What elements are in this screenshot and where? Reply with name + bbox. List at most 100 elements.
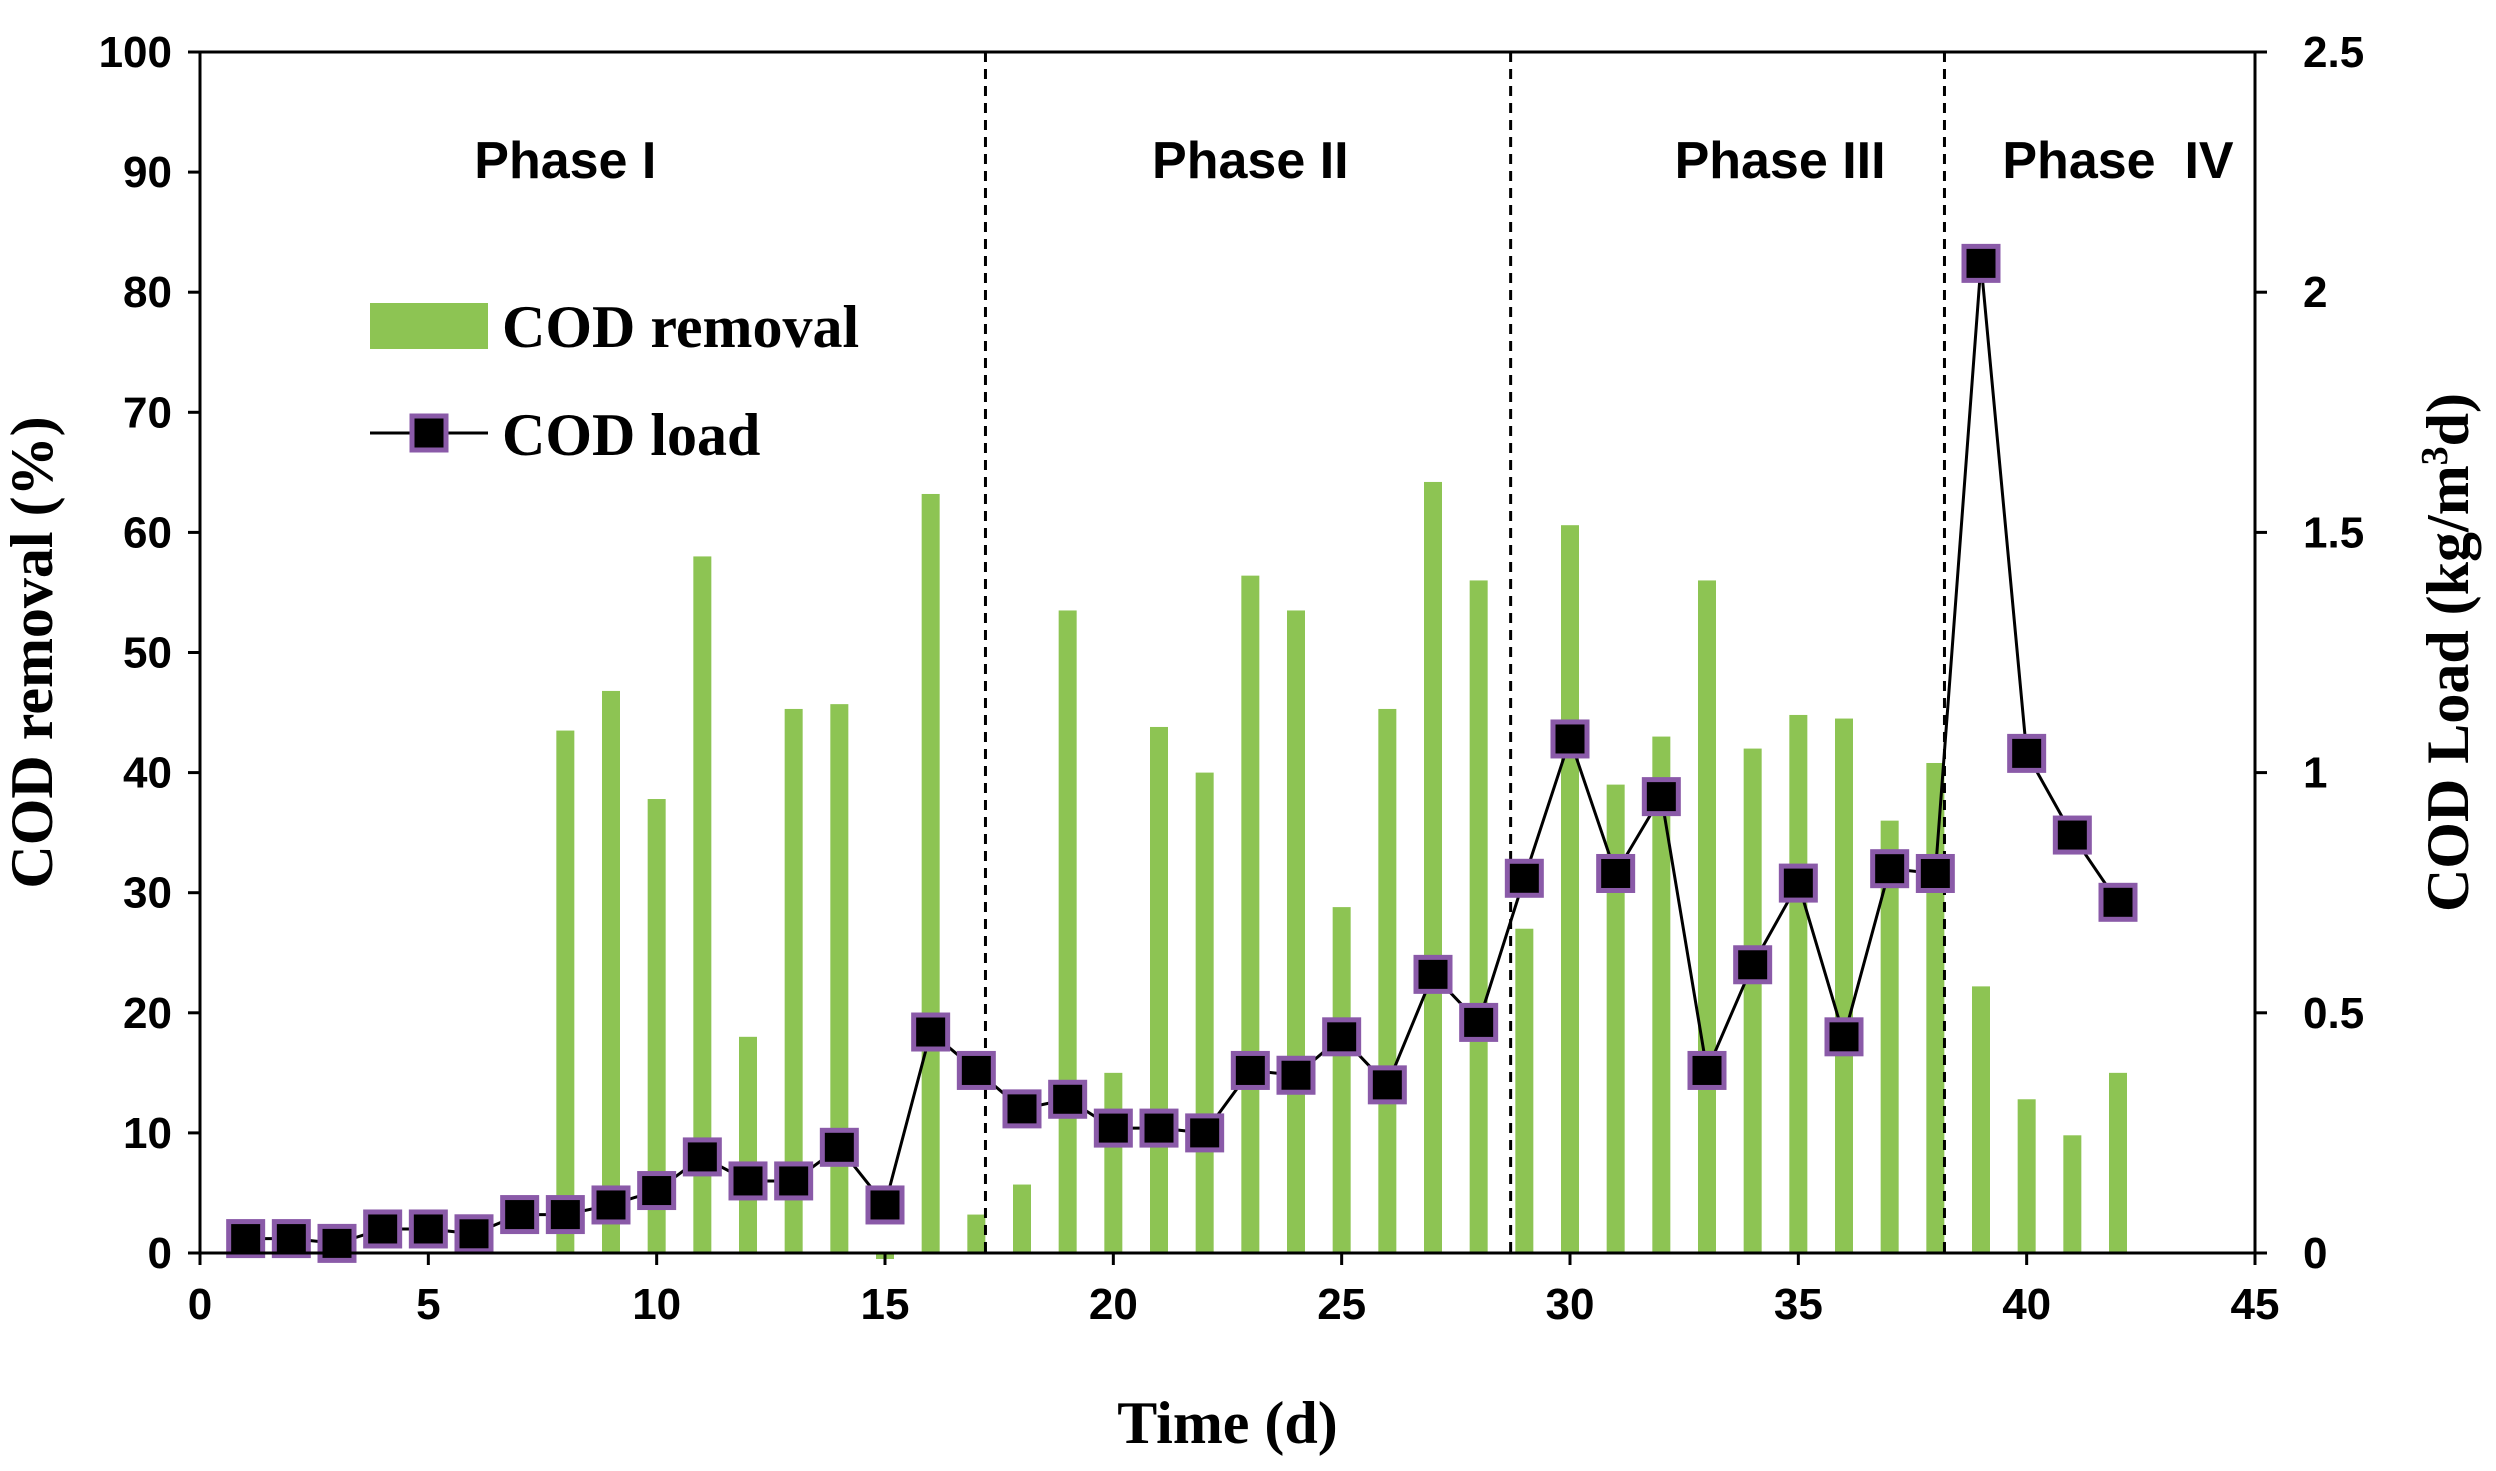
marker-cod-load-day-4 (363, 1209, 403, 1249)
phase-lines-layer (983, 52, 1946, 1253)
bar-cod-removal-day-12 (739, 1036, 757, 1253)
legend-label-cod-removal: COD removal (502, 294, 859, 360)
phase-labels-layer: Phase I Phase II Phase III Phase IV (474, 132, 2234, 190)
y-left-tick-label-70: 70 (123, 388, 172, 437)
y-right-tick-label-1-5: 1.5 (2303, 508, 2364, 557)
legend-swatch-cod-removal (370, 303, 488, 349)
marker-cod-load-day-28 (1459, 1002, 1499, 1042)
x-tick-label-30: 30 (1546, 1280, 1595, 1329)
marker-cod-load-day-1 (226, 1219, 266, 1259)
marker-cod-load-day-7 (500, 1195, 540, 1235)
x-tick-label-15: 15 (861, 1280, 910, 1329)
marker-cod-load-day-27 (1413, 954, 1453, 994)
bar-cod-removal-day-9 (602, 690, 620, 1253)
y-left-tick-label-90: 90 (123, 148, 172, 197)
y-left-tick-label-10: 10 (123, 1109, 172, 1158)
marker-cod-load-day-25 (1322, 1017, 1362, 1057)
marker-cod-load-day-41 (2052, 815, 2092, 855)
bar-cod-removal-day-19 (1058, 610, 1077, 1253)
x-tick-label-10: 10 (632, 1280, 681, 1329)
y-left-tick-label-40: 40 (123, 749, 172, 798)
marker-cod-load-day-2 (271, 1219, 311, 1259)
y-left-tick-label-0: 0 (148, 1229, 172, 1278)
marker-cod-load-day-16 (911, 1012, 951, 1052)
phase-label-2: Phase II (1152, 132, 1349, 190)
marker-cod-load-day-26 (1367, 1065, 1407, 1105)
y-left-tick-label-20: 20 (123, 989, 172, 1038)
legend: COD removal COD load (370, 294, 859, 468)
y-right-tick-label-2: 2 (2303, 268, 2327, 317)
x-tick-label-0: 0 (188, 1280, 212, 1329)
marker-cod-load-day-17 (956, 1050, 996, 1090)
y-right-tick-label-0: 0 (2303, 1229, 2327, 1278)
marker-cod-load-day-30 (1550, 719, 1590, 759)
y-right-tick-label-0-5: 0.5 (2303, 989, 2364, 1038)
marker-cod-load-day-13 (774, 1161, 814, 1201)
phase-label-4: Phase IV (2002, 132, 2234, 190)
marker-cod-load-day-12 (728, 1161, 768, 1201)
bar-cod-removal-day-37 (1880, 820, 1899, 1253)
marker-cod-load-day-29 (1504, 858, 1544, 898)
bar-cod-removal-day-33 (1698, 580, 1716, 1253)
marker-cod-load-day-11 (682, 1137, 722, 1177)
y-left-tick-label-100: 100 (99, 28, 172, 77)
y-left-tick-label-60: 60 (123, 508, 172, 557)
marker-cod-load-day-24 (1276, 1055, 1316, 1095)
x-tick-label-20: 20 (1089, 1280, 1138, 1329)
x-tick-label-35: 35 (1774, 1280, 1823, 1329)
bar-cod-removal-day-20 (1104, 1072, 1123, 1253)
marker-cod-load-day-40 (2007, 733, 2047, 773)
bar-cod-removal-day-38 (1926, 762, 1945, 1253)
bar-cod-removal-day-41 (2063, 1135, 2082, 1253)
bar-cod-removal-day-18 (1013, 1184, 1031, 1253)
bar-cod-removal-day-27 (1424, 481, 1442, 1253)
marker-cod-load-day-38 (1915, 853, 1955, 893)
bar-cod-removal-day-22 (1195, 772, 1214, 1253)
marker-cod-load-day-6 (454, 1214, 494, 1254)
y-right-tick-label-1: 1 (2303, 749, 2327, 798)
markers-layer (226, 243, 2138, 1263)
marker-cod-load-day-35 (1778, 863, 1818, 903)
x-axis-title: Time (d) (1117, 1390, 1338, 1456)
y-axis-left-title: COD removal (%) (0, 416, 65, 888)
y-axis-right-title: COD Load (kg/m3d) (2414, 393, 2481, 912)
y-axis-right-title-prefix: COD Load (kg/m (2415, 465, 2481, 912)
bar-cod-removal-day-35 (1789, 714, 1808, 1253)
marker-cod-load-day-36 (1824, 1017, 1864, 1057)
bar-cod-removal-day-13 (784, 708, 803, 1253)
marker-cod-load-day-22 (1185, 1113, 1225, 1153)
bar-cod-removal-day-32 (1652, 736, 1671, 1253)
marker-cod-load-day-9 (591, 1185, 631, 1225)
marker-cod-load-day-37 (1870, 849, 1910, 889)
bar-cod-removal-day-11 (693, 556, 712, 1253)
marker-cod-load-day-31 (1596, 853, 1636, 893)
bar-cod-removal-day-8 (556, 730, 575, 1253)
bar-cod-removal-day-36 (1835, 718, 1853, 1253)
marker-cod-load-day-15 (865, 1185, 905, 1225)
bar-cod-removal-day-28 (1469, 580, 1488, 1253)
bar-cod-removal-day-17 (967, 1214, 986, 1253)
marker-cod-load-day-19 (1048, 1079, 1088, 1119)
ticks-layer: 0 5 10 15 20 25 30 35 40 450102030405060708090100… (99, 28, 2365, 1329)
bar-cod-removal-day-24 (1287, 610, 1305, 1253)
bar-cod-removal-day-39 (1972, 986, 1990, 1253)
bar-cod-removal-day-30 (1561, 525, 1579, 1253)
bar-cod-removal-day-42 (2109, 1072, 2127, 1253)
legend-swatch-cod-load-marker (409, 413, 449, 453)
bar-cod-removal-day-16 (921, 493, 940, 1253)
marker-cod-load-day-10 (637, 1171, 677, 1211)
marker-cod-load-day-39 (1961, 243, 2001, 283)
marker-cod-load-day-5 (408, 1209, 448, 1249)
marker-cod-load-day-33 (1687, 1050, 1727, 1090)
marker-cod-load-day-32 (1641, 777, 1681, 817)
bar-cod-removal-day-23 (1241, 575, 1260, 1253)
y-left-tick-label-80: 80 (123, 268, 172, 317)
marker-cod-load-day-18 (1002, 1089, 1042, 1129)
marker-cod-load-day-3 (317, 1223, 357, 1263)
marker-cod-load-day-34 (1733, 945, 1773, 985)
bar-cod-removal-day-34 (1743, 748, 1762, 1253)
marker-cod-load-day-23 (1230, 1050, 1270, 1090)
marker-cod-load-day-14 (819, 1127, 859, 1167)
x-tick-label-45: 45 (2231, 1280, 2280, 1329)
